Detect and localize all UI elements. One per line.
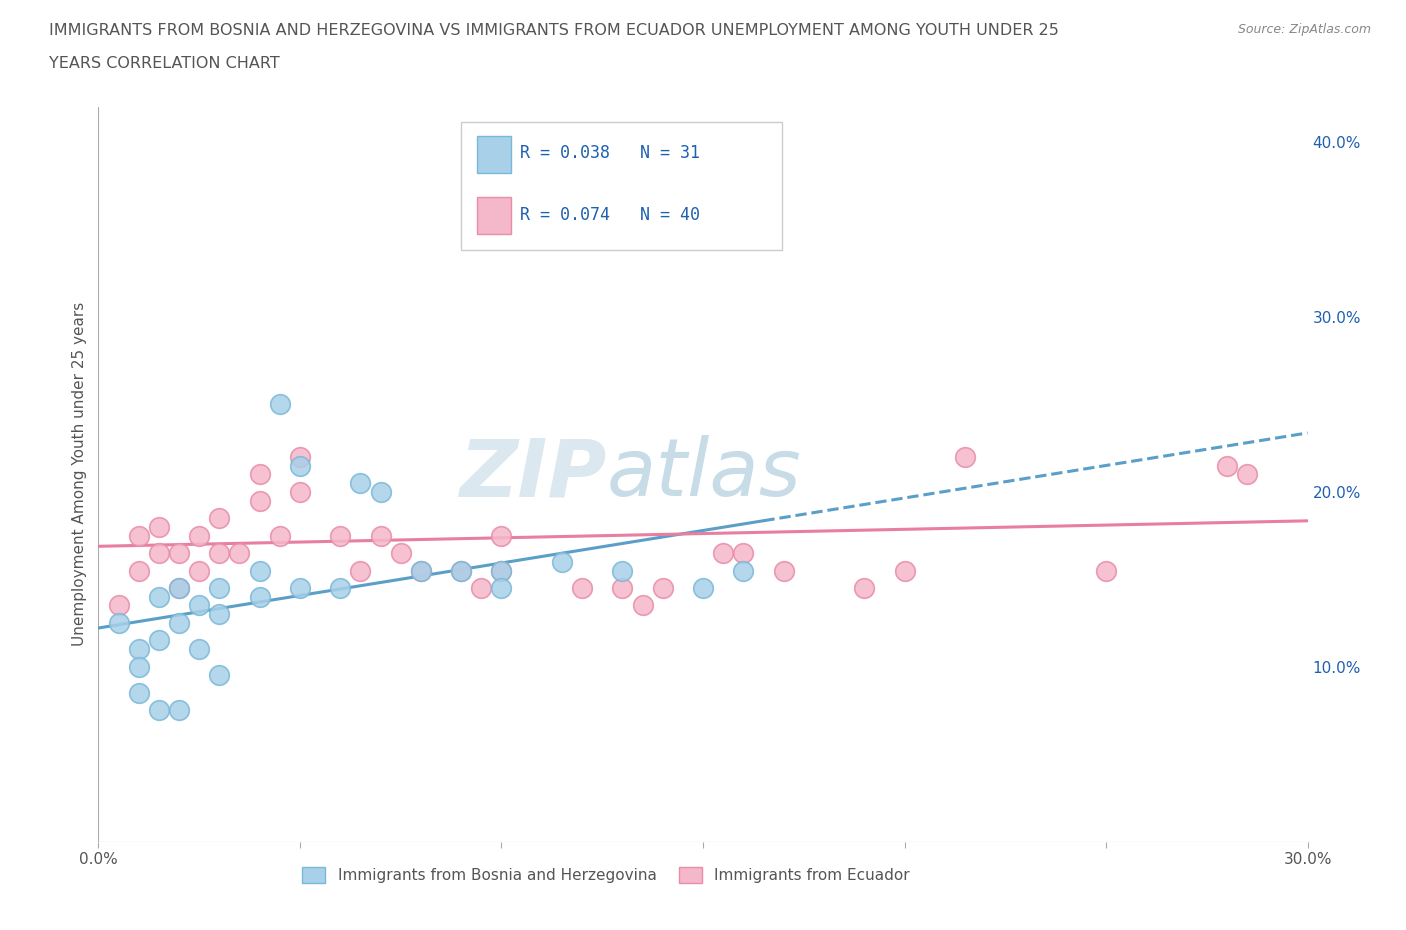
Text: Source: ZipAtlas.com: Source: ZipAtlas.com: [1237, 23, 1371, 36]
Point: [612, 563, 634, 578]
Point: [491, 580, 513, 595]
Point: [167, 580, 190, 595]
Point: [733, 546, 755, 561]
Text: R = 0.074   N = 40: R = 0.074 N = 40: [520, 206, 700, 224]
Point: [148, 703, 170, 718]
Point: [470, 580, 492, 595]
Point: [249, 590, 271, 604]
Point: [631, 598, 654, 613]
Point: [208, 606, 231, 621]
Point: [128, 659, 150, 674]
Point: [389, 546, 412, 561]
Point: [228, 546, 250, 561]
Point: [329, 580, 352, 595]
Point: [711, 546, 734, 561]
Point: [491, 563, 513, 578]
Point: [491, 528, 513, 543]
Text: ZIP: ZIP: [458, 435, 606, 513]
Text: IMMIGRANTS FROM BOSNIA AND HERZEGOVINA VS IMMIGRANTS FROM ECUADOR UNEMPLOYMENT A: IMMIGRANTS FROM BOSNIA AND HERZEGOVINA V…: [49, 23, 1059, 38]
Point: [249, 563, 271, 578]
Point: [409, 563, 432, 578]
Point: [148, 546, 170, 561]
Point: [1216, 458, 1239, 473]
Point: [329, 528, 352, 543]
Point: [148, 633, 170, 648]
Point: [188, 528, 211, 543]
Point: [148, 519, 170, 534]
Point: [853, 580, 876, 595]
Point: [953, 449, 976, 464]
Point: [167, 580, 190, 595]
Text: YEARS CORRELATION CHART: YEARS CORRELATION CHART: [49, 56, 280, 71]
Point: [128, 528, 150, 543]
Point: [107, 616, 129, 631]
Point: [772, 563, 794, 578]
Point: [349, 475, 371, 490]
Point: [128, 685, 150, 700]
Point: [288, 449, 311, 464]
Point: [370, 528, 392, 543]
Point: [128, 642, 150, 657]
Point: [208, 546, 231, 561]
Point: [167, 703, 190, 718]
Point: [893, 563, 915, 578]
Point: [651, 580, 673, 595]
Point: [510, 205, 533, 219]
Point: [249, 467, 271, 482]
Point: [148, 590, 170, 604]
Point: [288, 485, 311, 499]
Point: [733, 563, 755, 578]
Point: [612, 580, 634, 595]
Point: [167, 616, 190, 631]
Point: [288, 458, 311, 473]
Point: [188, 563, 211, 578]
Point: [692, 580, 714, 595]
Point: [288, 580, 311, 595]
Point: [1236, 467, 1258, 482]
Point: [208, 511, 231, 525]
Bar: [477, 197, 510, 234]
Point: [349, 563, 371, 578]
Point: [450, 563, 472, 578]
Point: [491, 563, 513, 578]
Y-axis label: Unemployment Among Youth under 25 years: Unemployment Among Youth under 25 years: [72, 302, 87, 646]
Point: [188, 642, 211, 657]
Point: [208, 580, 231, 595]
Point: [370, 485, 392, 499]
Bar: [477, 137, 510, 173]
Point: [188, 598, 211, 613]
Point: [551, 554, 574, 569]
Point: [409, 563, 432, 578]
Text: atlas: atlas: [606, 435, 801, 513]
Point: [107, 598, 129, 613]
Point: [269, 528, 291, 543]
Point: [1095, 563, 1118, 578]
Point: [249, 493, 271, 508]
Point: [208, 668, 231, 683]
Point: [571, 580, 593, 595]
FancyBboxPatch shape: [461, 122, 782, 250]
Point: [128, 563, 150, 578]
Legend: Immigrants from Bosnia and Herzegovina, Immigrants from Ecuador: Immigrants from Bosnia and Herzegovina, …: [297, 861, 917, 889]
Text: R = 0.038   N = 31: R = 0.038 N = 31: [520, 144, 700, 162]
Point: [450, 563, 472, 578]
Point: [167, 546, 190, 561]
Point: [269, 397, 291, 412]
